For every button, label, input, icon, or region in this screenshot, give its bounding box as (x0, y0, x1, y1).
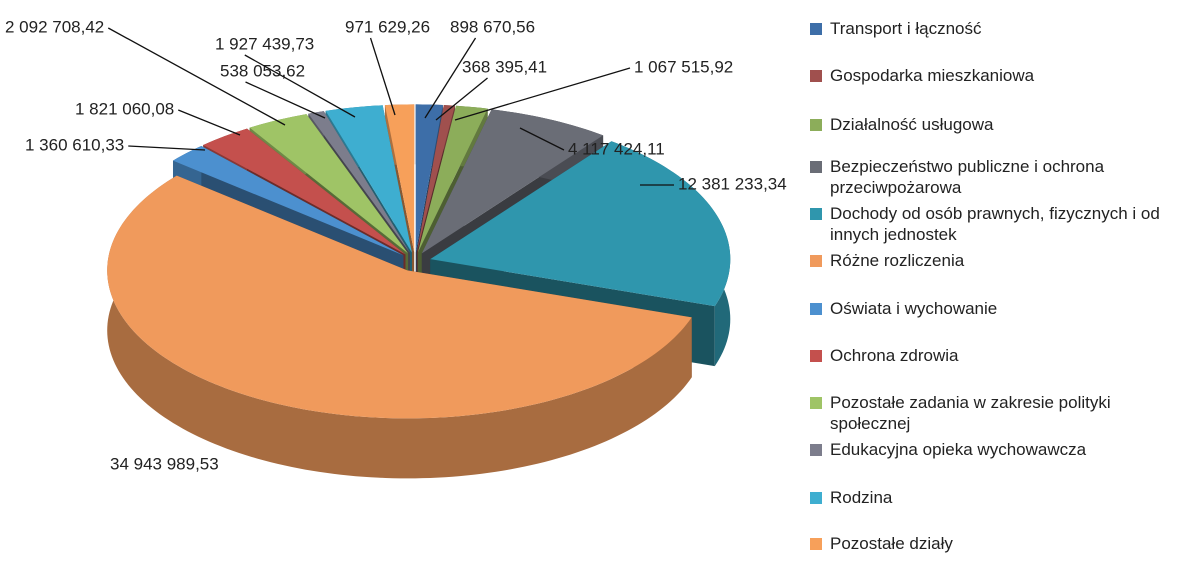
legend-item: Oświata i wychowanie (810, 298, 1190, 319)
legend-item: Pozostałe zadania w zakresie polityki sp… (810, 392, 1190, 434)
legend-label: Dochody od osób prawnych, fizycznych i o… (830, 204, 1160, 244)
legend-label: Edukacyjna opieka wychowawcza (830, 440, 1087, 459)
legend-item: Różne rozliczenia (810, 250, 1190, 271)
leader-line (244, 54, 356, 118)
slice-top (172, 145, 404, 256)
slice-top (416, 105, 455, 253)
data-label: 34 943 989,53 (110, 454, 219, 473)
leader-line (107, 27, 286, 126)
slice-top (415, 104, 443, 253)
leader-line (454, 67, 631, 121)
pie-area: 898 670,56 368 395,41 1 067 515,92 4 117 42… (5, 17, 787, 479)
legend-label: Ochrona zdrowia (830, 346, 959, 365)
legend-label: Działalność usługowa (830, 115, 994, 134)
slice-top (107, 175, 692, 419)
legend-swatch (810, 161, 822, 173)
data-label: 2 092 708,42 (5, 17, 104, 36)
legend-item: Działalność usługowa (810, 114, 1190, 135)
slice-top (417, 105, 488, 253)
data-label: 4 117 424,11 (568, 139, 665, 158)
data-label: 538 053,62 (220, 61, 305, 80)
slice (107, 175, 692, 479)
leader-line (519, 127, 565, 151)
slice-top (384, 104, 415, 253)
data-label: 12 381 233,34 (678, 174, 787, 193)
leader-line (128, 145, 206, 151)
legend-label: Transport i łączność (830, 19, 982, 38)
slice-top (203, 128, 406, 255)
data-label: 368 395,41 (462, 57, 547, 76)
legend-label: Pozostałe działy (830, 534, 953, 553)
legend-swatch (810, 350, 822, 362)
leader-line (178, 109, 241, 136)
legend-item: Ochrona zdrowia (810, 345, 1190, 366)
data-label: 1 067 515,92 (634, 57, 733, 76)
legend-swatch (810, 444, 822, 456)
legend-swatch (810, 23, 822, 35)
legend-label: Bezpieczeństwo publiczne i ochrona przec… (830, 157, 1105, 197)
legend-swatch (810, 538, 822, 550)
legend-label: Różne rozliczenia (830, 251, 965, 270)
legend-item: Transport i łączność (810, 18, 1190, 39)
data-label: 1 927 439,73 (215, 34, 314, 53)
legend-swatch (810, 208, 822, 220)
leader-line (369, 37, 396, 116)
legend-label: Rodzina (830, 488, 893, 507)
legend-item: Bezpieczeństwo publiczne i ochrona przec… (810, 156, 1190, 198)
slice-top (308, 111, 410, 253)
legend-item: Dochody od osób prawnych, fizycznych i o… (810, 203, 1190, 245)
legend-item: Pozostałe działy (810, 533, 1190, 554)
legend-label: Pozostałe zadania w zakresie polityki sp… (830, 393, 1111, 433)
data-label: 898 670,56 (450, 17, 535, 36)
slice-top (249, 114, 409, 254)
legend-swatch (810, 255, 822, 267)
legend-swatch (810, 70, 822, 82)
legend-item: Rodzina (810, 487, 1190, 508)
legend-swatch (810, 397, 822, 409)
legend-swatch (810, 492, 822, 504)
data-label: 1 821 060,08 (75, 99, 174, 118)
leader-line (424, 37, 477, 119)
leader-line (245, 81, 326, 119)
legend-item: Gospodarka mieszkaniowa (810, 65, 1190, 86)
slice-top (430, 141, 731, 307)
legend-label: Gospodarka mieszkaniowa (830, 66, 1035, 85)
legend-label: Oświata i wychowanie (830, 299, 998, 318)
legend-item: Edukacyjna opieka wychowawcza (810, 439, 1190, 460)
legend-swatch (810, 303, 822, 315)
data-label: 971 629,26 (345, 17, 430, 36)
slice-wall (107, 175, 692, 479)
data-label: 1 360 610,33 (25, 135, 124, 154)
leader-line (435, 77, 488, 121)
legend-swatch (810, 119, 822, 131)
slice-top (325, 105, 412, 253)
slice-top (421, 109, 604, 254)
